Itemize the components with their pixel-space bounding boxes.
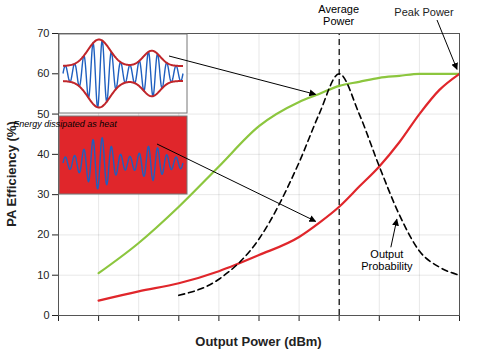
svg-text:10: 10 <box>37 269 49 281</box>
svg-text:0: 0 <box>43 309 49 321</box>
svg-text:PA Efficiency (%): PA Efficiency (%) <box>4 121 19 226</box>
svg-text:20: 20 <box>37 228 49 240</box>
svg-text:40: 40 <box>37 148 49 160</box>
svg-text:OutputProbability: OutputProbability <box>361 248 413 272</box>
svg-text:70: 70 <box>37 27 49 39</box>
svg-text:50: 50 <box>37 108 49 120</box>
svg-text:30: 30 <box>37 188 49 200</box>
svg-text:Output Power (dBm): Output Power (dBm) <box>195 334 321 349</box>
svg-text:Energy dissipated as heat: Energy dissipated as heat <box>13 119 117 129</box>
svg-text:Peak Power: Peak Power <box>394 6 454 18</box>
svg-text:60: 60 <box>37 67 49 79</box>
svg-text:AveragePower: AveragePower <box>318 3 359 27</box>
